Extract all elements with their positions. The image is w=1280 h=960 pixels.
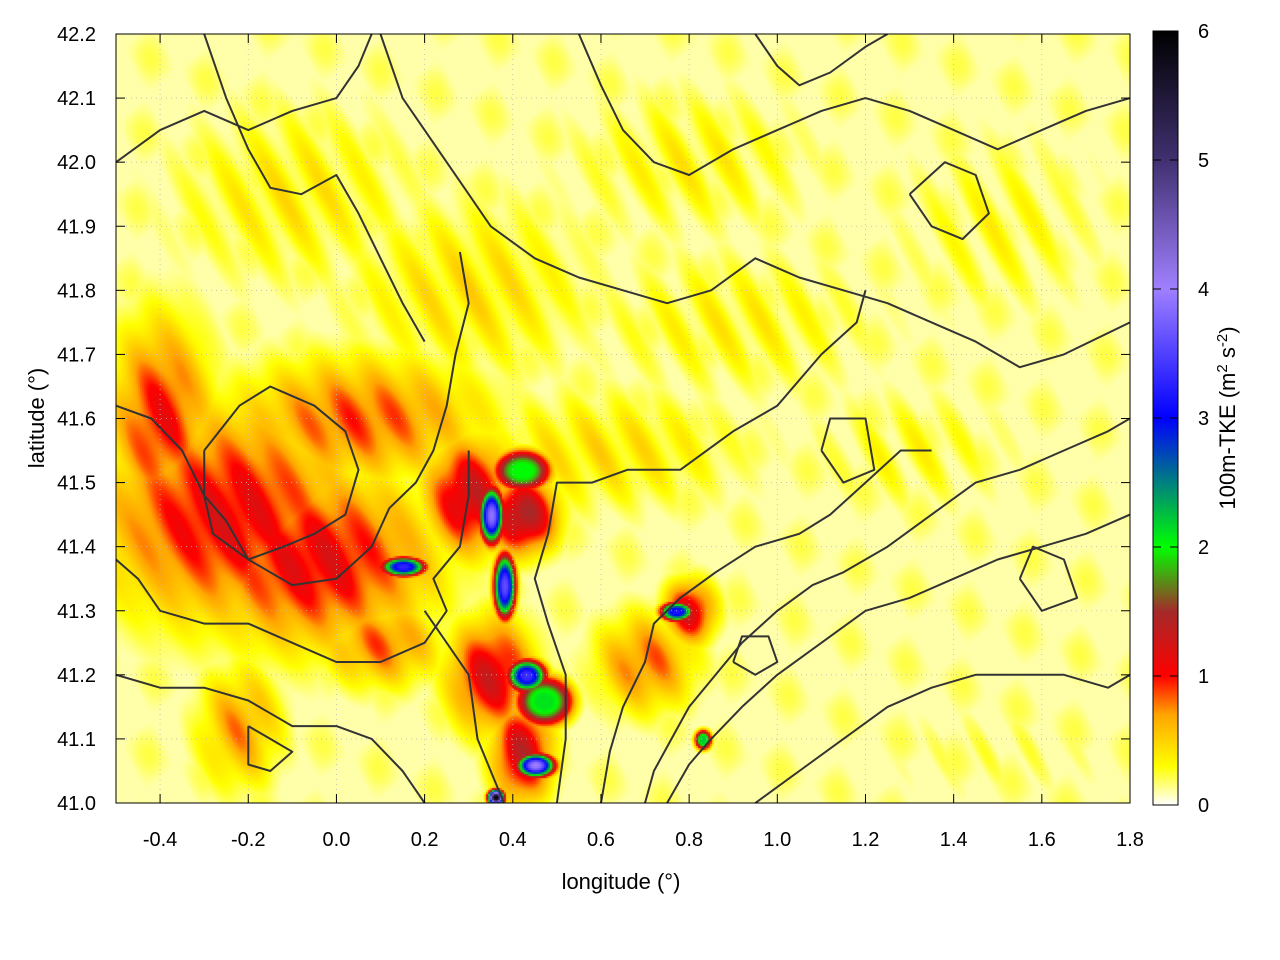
terrain-contours [116, 34, 1130, 803]
colorbar-label: 100m-TKE (m2 s-2) [1214, 326, 1241, 509]
y-tick-label: 41.6 [57, 409, 96, 431]
contour-line-1 [203, 385, 360, 561]
heatmap-field [116, 34, 1130, 803]
contour-line-4 [247, 725, 294, 772]
y-axis-ticks: 41.0 41.1 41.2 41.3 41.4 41.5 41.6 41.7 41.8 41.9… [57, 24, 1130, 815]
y-tick-label: 42.0 [57, 152, 96, 174]
x-tick-label: 0.8 [675, 829, 703, 851]
contour-line-15 [754, 34, 889, 87]
y-tick-label: 41.5 [57, 473, 96, 495]
y-tick-label: 42.1 [57, 88, 96, 110]
contour-line-17 [820, 417, 876, 484]
x-tick-label: 0.6 [587, 829, 615, 851]
contour-line-13 [577, 34, 1130, 176]
x-tick-label: 0.2 [411, 829, 439, 851]
x-tick-label: -0.2 [231, 829, 265, 851]
x-tick-label: 1.4 [940, 829, 968, 851]
y-tick-label: 42.2 [57, 24, 96, 46]
contour-line-8 [644, 417, 1130, 803]
y-tick-label: 41.4 [57, 537, 96, 559]
contour-line-0 [116, 251, 470, 587]
contour-line-14 [908, 161, 990, 241]
colorbar-tick-label: 0 [1198, 795, 1209, 817]
colorbar-tick-label: 1 [1198, 666, 1209, 688]
contour-line-12 [203, 34, 426, 343]
contour-line-11 [379, 34, 1130, 369]
y-tick-label: 41.3 [57, 601, 96, 623]
x-tick-label: 1.8 [1116, 829, 1144, 851]
y-tick-label: 41.0 [57, 793, 96, 815]
contour-line-6 [533, 290, 867, 803]
colorbar-tick-label: 6 [1198, 21, 1209, 43]
contour-line-10 [754, 673, 1130, 803]
contour-line-7 [600, 449, 932, 803]
x-tick-label: 1.2 [852, 829, 880, 851]
contour-line-9 [666, 513, 1130, 803]
y-tick-label: 41.2 [57, 665, 96, 687]
contour-line-3 [116, 673, 426, 803]
contour-line-16 [116, 34, 373, 164]
colorbar-ticks: 0 1 2 3 4 5 6 [1153, 21, 1209, 817]
contour-line-19 [732, 635, 779, 676]
x-tick-label: -0.4 [143, 829, 177, 851]
x-tick-label: 1.0 [763, 829, 791, 851]
x-axis-label: longitude (°) [562, 869, 681, 894]
colorbar-tick-label: 4 [1198, 279, 1209, 301]
x-axis-ticks: -0.4 -0.2 0.0 0.2 0.4 0.6 0.8 1.0 1.2 1.4 1.6 1.8 [143, 34, 1144, 851]
x-tick-label: 0.4 [499, 829, 527, 851]
x-tick-label: 0.0 [323, 829, 351, 851]
contour-line-18 [1018, 545, 1079, 612]
colorbar-tick-label: 3 [1198, 408, 1209, 430]
colorbar-tick-label: 5 [1198, 150, 1209, 172]
contour-line-2 [116, 450, 470, 663]
colorbar-tick-label: 2 [1198, 537, 1209, 559]
y-tick-label: 41.7 [57, 344, 96, 366]
x-tick-label: 1.6 [1028, 829, 1056, 851]
y-tick-label: 41.9 [57, 216, 96, 238]
y-axis-label: latitude (°) [24, 368, 49, 469]
contour-line-5 [423, 610, 505, 803]
y-tick-label: 41.1 [57, 729, 96, 751]
y-tick-label: 41.8 [57, 280, 96, 302]
